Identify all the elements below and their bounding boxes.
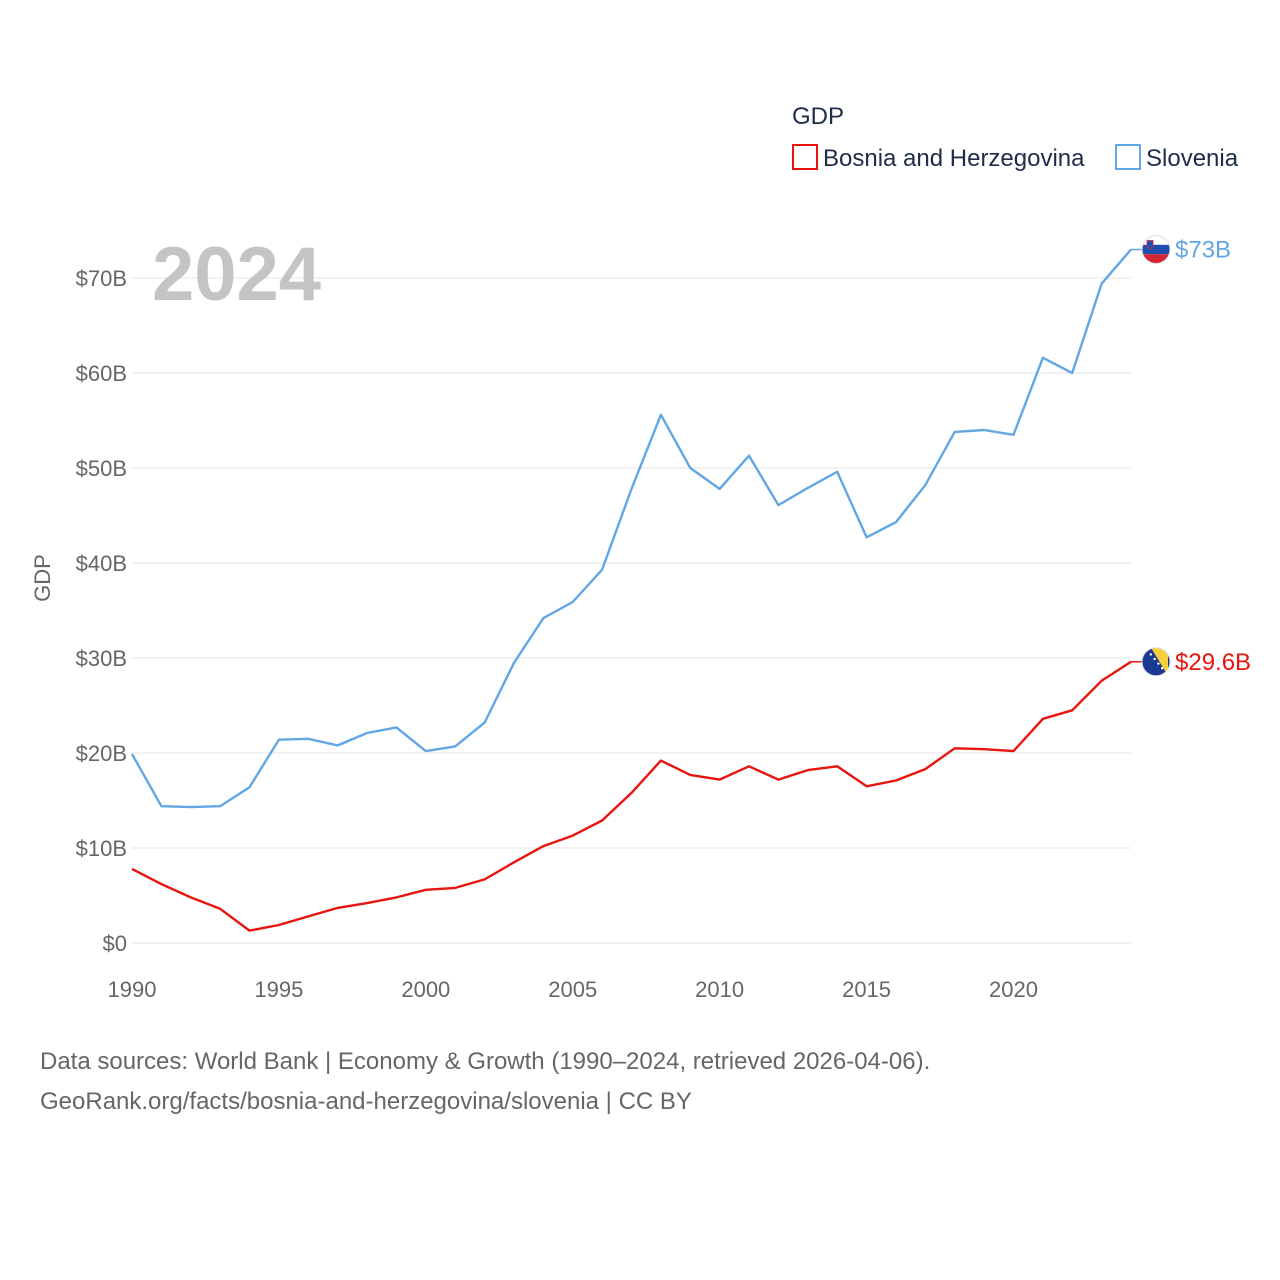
x-tick-label: 1995 — [254, 977, 303, 1002]
end-value-label: $73B — [1175, 237, 1231, 264]
y-tick-label: $60B — [76, 361, 127, 386]
x-tick-label: 2020 — [989, 977, 1038, 1002]
footer-credits: Data sources: World Bank | Economy & Gro… — [40, 1042, 930, 1122]
y-axis-ticks: $0 $10B $20B $30B $40B $50B $60B $70B — [76, 266, 127, 956]
footer-sources: Data sources: World Bank | Economy & Gro… — [40, 1048, 931, 1075]
legend-title: GDP — [792, 103, 844, 130]
series-lines — [130, 248, 1132, 932]
footer-url: GeoRank.org/facts/bosnia-and-herzegovina… — [40, 1088, 692, 1115]
year-watermark: 2024 — [152, 232, 321, 317]
legend-swatch-bosnia[interactable] — [792, 144, 818, 170]
grid-lines — [132, 277, 1131, 944]
y-axis-title: GDP — [30, 554, 55, 602]
x-axis-ticks: 1990 1995 2000 2005 2010 2015 2020 — [108, 977, 1038, 1002]
y-tick-label: $30B — [76, 646, 127, 671]
x-tick-label: 2005 — [548, 977, 597, 1002]
y-tick-label: $10B — [76, 836, 127, 861]
legend-swatch-slovenia[interactable] — [1115, 144, 1141, 170]
x-tick-label: 2015 — [842, 977, 891, 1002]
x-tick-label: 1990 — [108, 977, 157, 1002]
slovenia-flag-icon — [1141, 235, 1171, 264]
series-line-slovenia — [130, 248, 1132, 809]
bosnia-flag-icon — [1141, 647, 1171, 677]
legend: GDP Bosnia and Herzegovina Slovenia — [792, 103, 1239, 172]
y-tick-label: $20B — [76, 741, 127, 766]
x-tick-label: 2010 — [695, 977, 744, 1002]
y-tick-label: $50B — [76, 456, 127, 481]
end-value-label: $29.6B — [1175, 649, 1251, 676]
series-end-markers: $29.6B $73B — [1131, 235, 1251, 677]
y-tick-label: $70B — [76, 266, 127, 291]
y-tick-label: $0 — [103, 931, 127, 956]
series-line-bosnia — [131, 660, 1132, 932]
legend-label-slovenia[interactable]: Slovenia — [1146, 145, 1239, 172]
x-tick-label: 2000 — [401, 977, 450, 1002]
y-tick-label: $40B — [76, 551, 127, 576]
legend-label-bosnia[interactable]: Bosnia and Herzegovina — [823, 145, 1085, 172]
